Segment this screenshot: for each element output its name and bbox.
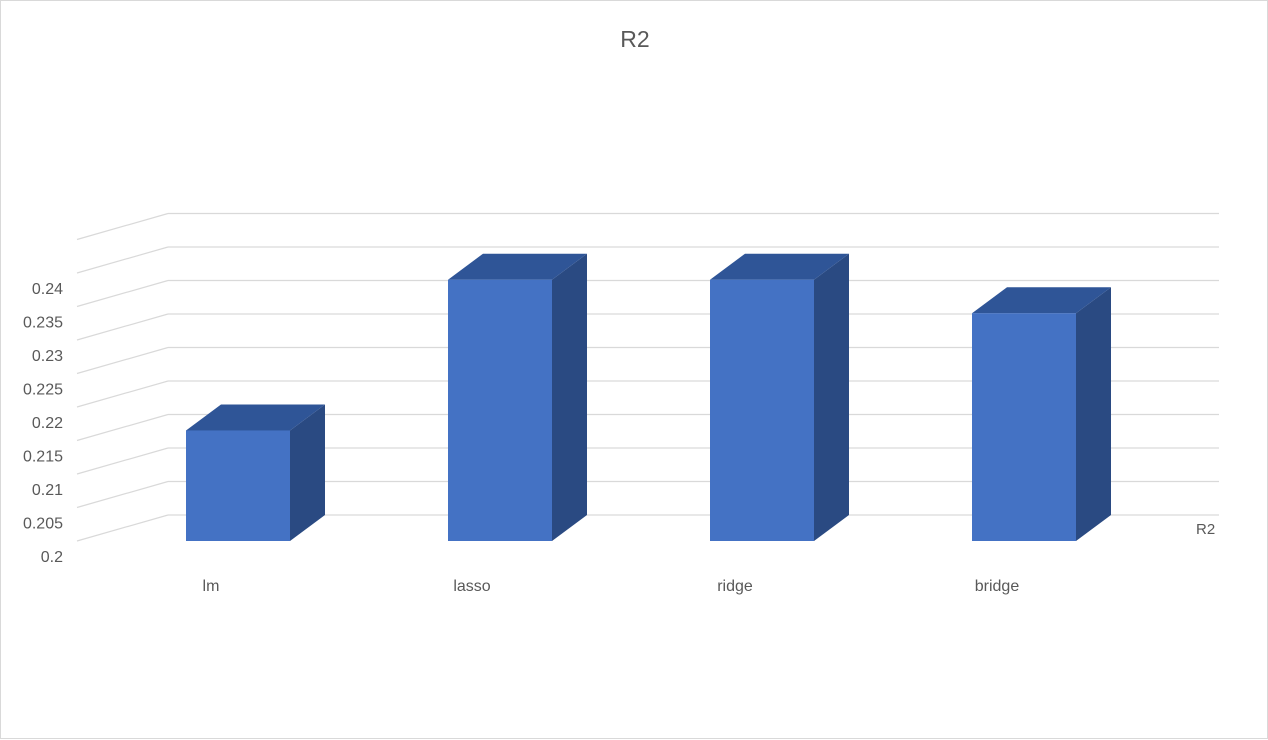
labels: 0.2 0.205 0.21 0.215 0.22 0.225 0.23 0.235 0.24 l… <box>23 281 1019 595</box>
x-category-label: lasso <box>453 578 490 595</box>
y-tick-label: 0.205 <box>23 516 63 533</box>
y-tick-label: 0.22 <box>32 415 63 432</box>
y-tick-label: 0.24 <box>32 281 63 298</box>
bars <box>186 253 1111 541</box>
bar-bridge <box>972 287 1111 541</box>
y-tick-label: 0.215 <box>23 449 63 466</box>
gridline <box>76 279 1219 308</box>
chart-title: R2 <box>620 26 649 52</box>
y-tick-label: 0.23 <box>32 348 63 365</box>
x-category-label: lm <box>203 578 220 595</box>
y-tick-label: 0.235 <box>23 315 63 332</box>
bar-lm <box>186 404 325 541</box>
gridline <box>76 212 1219 241</box>
bar-ridge <box>710 253 849 541</box>
x-category-label: ridge <box>717 578 753 595</box>
y-tick-label: 0.225 <box>23 382 63 399</box>
gridline <box>76 246 1219 274</box>
y-tick-label: 0.2 <box>41 549 63 566</box>
x-category-label: bridge <box>975 578 1020 595</box>
series-label: R2 <box>1196 521 1215 538</box>
bar-lasso <box>448 253 587 541</box>
y-tick-label: 0.21 <box>32 482 63 499</box>
